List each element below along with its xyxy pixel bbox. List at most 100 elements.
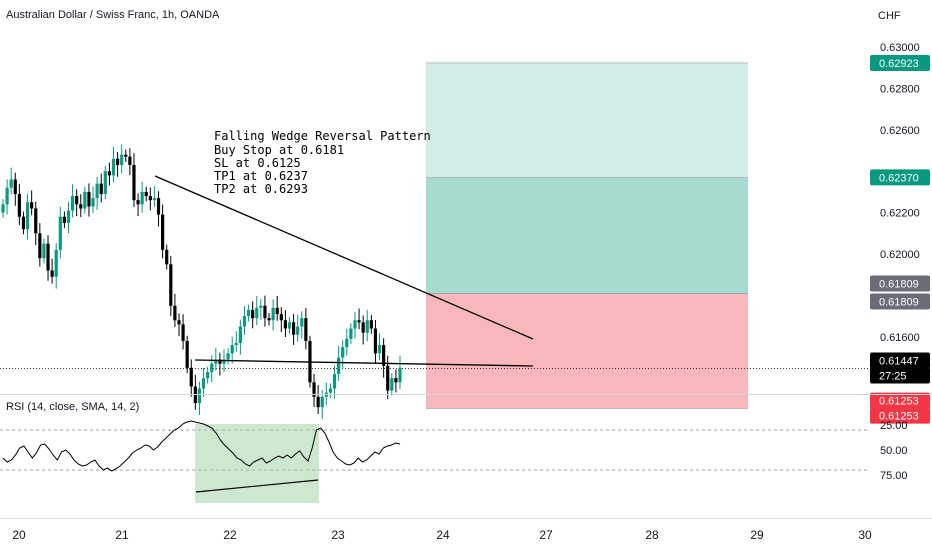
price-axis[interactable]: 0.63000 0.62800 0.62600 0.62200 0.62000 0.616… bbox=[880, 42, 920, 344]
candle-body bbox=[361, 322, 365, 333]
chart-title: Australian Dollar / Swiss Franc, 1h, OAN… bbox=[6, 9, 220, 21]
candle-body bbox=[42, 243, 46, 259]
position-zones[interactable] bbox=[426, 62, 748, 410]
time-axis[interactable]: 20 21 22 23 24 27 28 29 30 bbox=[12, 528, 872, 542]
candle-body bbox=[267, 318, 271, 321]
candle-body bbox=[54, 249, 58, 277]
candle-body bbox=[132, 164, 136, 201]
candle-body bbox=[99, 183, 103, 194]
candle-body bbox=[111, 158, 116, 176]
tp2-zone[interactable] bbox=[426, 62, 748, 178]
price-tag bbox=[870, 169, 930, 186]
annotation-line-5: TP2 at 0.6293 bbox=[214, 182, 308, 196]
candle-body bbox=[115, 158, 120, 165]
candle-body bbox=[345, 338, 349, 348]
candle-body bbox=[13, 179, 17, 194]
price-tag bbox=[870, 293, 930, 310]
time-label: 30 bbox=[858, 528, 872, 542]
candle-body bbox=[17, 193, 21, 217]
rsi-pane: 75.00 50.00 25.00 bbox=[0, 420, 908, 503]
candle-body bbox=[312, 382, 316, 397]
price-tag-label: 0.62370 bbox=[879, 172, 919, 184]
candle-body bbox=[185, 340, 189, 368]
candle-body bbox=[316, 396, 320, 408]
candle-body bbox=[390, 378, 394, 391]
candle-body bbox=[140, 191, 144, 205]
candle-body bbox=[382, 345, 386, 366]
candle-body bbox=[9, 179, 13, 188]
candle-body bbox=[234, 343, 238, 346]
rsi-divergence-line[interactable] bbox=[195, 479, 319, 493]
divergence-highlight[interactable] bbox=[195, 424, 319, 503]
candle-body bbox=[304, 318, 308, 341]
trade-annotation[interactable]: Falling Wedge Reversal Pattern Buy Stop … bbox=[214, 129, 431, 196]
candle-body bbox=[251, 309, 255, 319]
price-tick-label: 0.63000 bbox=[880, 42, 920, 54]
candle-body bbox=[263, 305, 267, 319]
candle-body bbox=[349, 328, 353, 339]
rsi-label[interactable]: RSI (14, close, SMA, 14, 2) bbox=[6, 401, 139, 413]
wedge-upper-line[interactable] bbox=[154, 175, 534, 340]
candle-body bbox=[279, 314, 283, 321]
stop-loss-zone[interactable] bbox=[426, 293, 748, 409]
candle-body bbox=[365, 320, 369, 333]
candle-body bbox=[70, 196, 75, 211]
candle-body bbox=[21, 216, 26, 230]
candle-body bbox=[83, 191, 87, 209]
candle-body bbox=[246, 309, 251, 317]
price-tag bbox=[870, 392, 930, 409]
candle-body bbox=[218, 359, 222, 364]
candle-body bbox=[222, 359, 226, 364]
rsi-tick-label: 25.00 bbox=[880, 420, 908, 432]
currency-label: CHF bbox=[878, 10, 901, 22]
rsi-tick-label: 50.00 bbox=[880, 445, 908, 457]
price-tick-label: 0.62000 bbox=[880, 249, 920, 261]
candle-body bbox=[398, 367, 402, 383]
tp1-zone[interactable] bbox=[426, 177, 748, 294]
candle-body bbox=[328, 388, 333, 393]
candle-body bbox=[62, 216, 66, 223]
price-tag bbox=[870, 275, 930, 292]
time-label: 28 bbox=[645, 528, 659, 542]
candle-body bbox=[287, 322, 292, 329]
candle-body bbox=[87, 191, 91, 207]
price-tag bbox=[870, 352, 930, 369]
time-label: 23 bbox=[331, 528, 345, 542]
candle-body bbox=[91, 198, 95, 207]
candle-body bbox=[1, 204, 5, 213]
price-tag-label: 0.61253 bbox=[879, 411, 919, 423]
time-label: 22 bbox=[223, 528, 237, 542]
candle-body bbox=[242, 316, 247, 327]
candle-body bbox=[255, 307, 259, 319]
candle-body bbox=[369, 320, 373, 329]
rsi-tick-label: 75.00 bbox=[880, 470, 908, 482]
candle-body bbox=[75, 196, 79, 205]
rsi-line bbox=[2, 420, 401, 472]
candle-body bbox=[144, 191, 148, 197]
price-tag-label: 0.61447 bbox=[879, 355, 919, 367]
candle-body bbox=[25, 202, 30, 230]
candle-body bbox=[152, 198, 157, 201]
candle-body bbox=[386, 365, 390, 391]
candle-body bbox=[377, 345, 382, 354]
candle-body bbox=[124, 154, 128, 157]
price-tags: 0.62923 0.62370 0.61809 0.61809 0.61447 27:25… bbox=[870, 54, 930, 424]
candle-body bbox=[46, 243, 50, 271]
time-label: 29 bbox=[750, 528, 764, 542]
candle-body bbox=[189, 367, 193, 387]
candle-body bbox=[161, 214, 165, 250]
candle-body bbox=[177, 320, 181, 325]
candle-body bbox=[5, 187, 9, 205]
candle-body bbox=[337, 357, 341, 375]
wedge-lines[interactable] bbox=[154, 175, 534, 367]
candle-body bbox=[353, 320, 357, 329]
candle-body bbox=[30, 202, 34, 209]
candle-body bbox=[50, 270, 54, 277]
annotation-line-1: Falling Wedge Reversal Pattern bbox=[214, 129, 431, 143]
candle-body bbox=[332, 374, 337, 389]
candle-body bbox=[283, 320, 288, 329]
wedge-lower-line[interactable] bbox=[194, 359, 534, 367]
candle-body bbox=[107, 171, 112, 176]
candle-body bbox=[181, 324, 185, 341]
